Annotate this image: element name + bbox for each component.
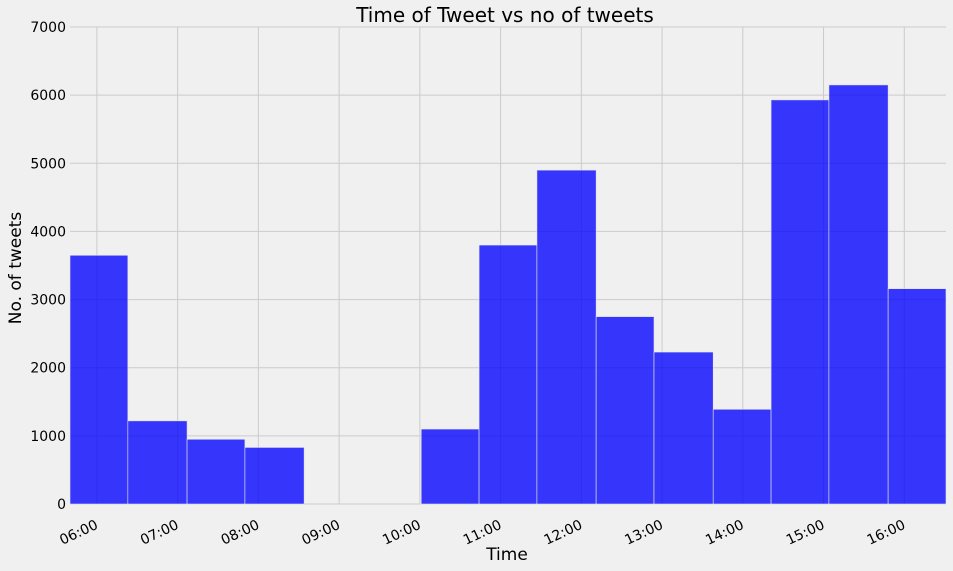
y-tick-labels: 0 1000 2000 3000 4000 5000 6000 7000 <box>30 20 66 513</box>
y-tick-label: 6000 <box>30 88 66 104</box>
histogram-bar <box>712 408 772 505</box>
y-tick-label: 3000 <box>30 293 66 309</box>
bars <box>69 84 947 505</box>
histogram-bar <box>186 438 246 505</box>
histogram-bar <box>770 99 830 505</box>
y-tick-label: 0 <box>57 497 66 513</box>
y-axis-label: No. of tweets <box>6 212 26 325</box>
histogram-bar <box>828 84 889 505</box>
y-tick-label: 1000 <box>30 429 66 445</box>
histogram-bar <box>653 351 714 505</box>
histogram-bar <box>244 447 305 505</box>
y-tick-label: 2000 <box>30 361 66 377</box>
y-tick-label: 5000 <box>30 156 66 172</box>
y-tick-label: 4000 <box>30 224 66 240</box>
histogram-bar <box>887 288 947 505</box>
chart-title: Time of Tweet vs no of tweets <box>355 3 654 27</box>
histogram-bar <box>69 254 129 505</box>
histogram-bar <box>420 428 480 505</box>
histogram-bar <box>595 316 655 505</box>
y-tick-label: 7000 <box>30 20 66 36</box>
histogram-bar <box>536 169 597 505</box>
histogram-bar <box>127 420 188 505</box>
x-axis-label: Time <box>485 545 528 565</box>
histogram-bar <box>478 244 538 505</box>
